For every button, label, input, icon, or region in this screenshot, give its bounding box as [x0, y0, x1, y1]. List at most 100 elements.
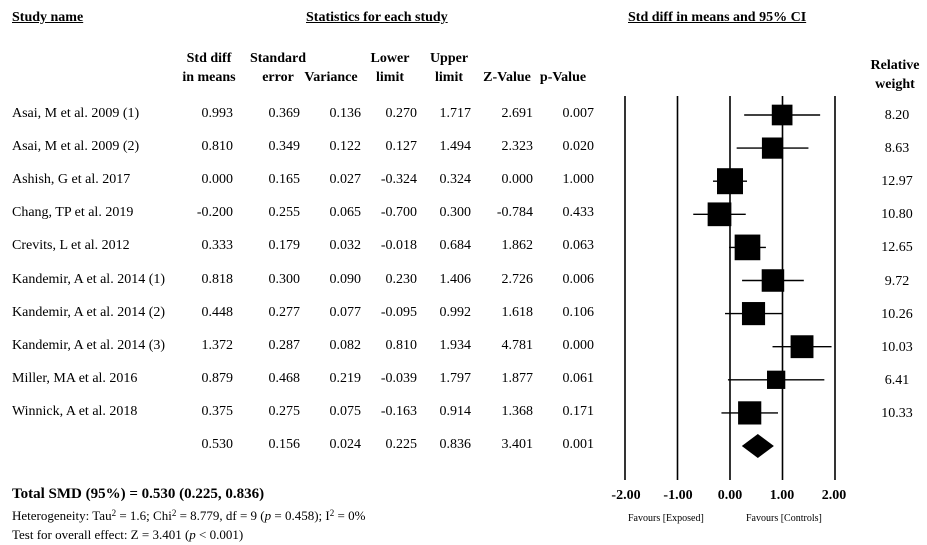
column-header-line2: limit — [435, 70, 463, 85]
table-cell: 0.300 — [268, 271, 301, 287]
tick-label: -1.00 — [663, 488, 693, 503]
summary-cell: 0.156 — [268, 437, 301, 452]
summary-diamond — [741, 434, 774, 458]
column-header: Upper limit — [409, 49, 489, 87]
table-cell: -0.039 — [380, 370, 417, 386]
table-cell: 1.797 — [439, 370, 472, 386]
table-cell: 0.349 — [268, 139, 301, 155]
table-cell: 0.270 — [385, 106, 418, 121]
table-cell: -0.018 — [380, 238, 417, 254]
table-cell: 1.494 — [439, 139, 472, 155]
het-i-exp: 2 — [329, 508, 335, 518]
study-point — [767, 370, 786, 389]
study-name: Kandemir, A et al. 2014 (2) — [12, 304, 166, 320]
table-cell: 0.082 — [329, 337, 362, 353]
study-point — [761, 137, 784, 159]
relative-weight: 10.26 — [881, 306, 913, 322]
table-cell: 0.065 — [329, 205, 362, 221]
table-cell: 0.032 — [329, 238, 362, 254]
table-cell: 0.333 — [201, 238, 234, 254]
table-cell: 0.818 — [201, 271, 234, 287]
table-cell: 0.000 — [501, 172, 534, 188]
table-cell: 0.992 — [439, 304, 472, 320]
table-cell: 0.179 — [268, 238, 301, 254]
table-cell: 0.810 — [385, 337, 418, 353]
table-cell: 4.781 — [501, 337, 534, 353]
table-cell: 0.879 — [201, 370, 234, 386]
table-cell: -0.324 — [380, 172, 417, 188]
weight-header-line2: weight — [875, 77, 915, 92]
table-cell: 0.993 — [201, 106, 234, 121]
summary-cell: 3.401 — [501, 437, 534, 452]
table-cell: 1.934 — [439, 337, 472, 353]
het-df: = 8.779, df = 9 ( — [176, 508, 265, 523]
table-cell: 1.368 — [501, 403, 534, 419]
table-cell: 0.255 — [268, 205, 301, 221]
relative-weight: 9.72 — [884, 273, 910, 289]
table-cell: 0.027 — [329, 172, 362, 188]
summary-cell: 0.001 — [562, 437, 595, 452]
column-header-line1: Upper — [429, 51, 469, 66]
table-cell: 0.219 — [329, 370, 362, 386]
column-header: Lower limit — [350, 49, 430, 87]
table-cell: 0.324 — [439, 172, 472, 188]
study-point — [734, 234, 761, 261]
het-chi-exp: 2 — [171, 508, 177, 518]
column-header-line1: Lower — [370, 51, 410, 66]
test-prefix: Test for overall effect: Z = 3.401 ( — [12, 527, 190, 542]
table-cell: 0.020 — [562, 139, 595, 155]
het-p-val: = 0.458); I — [271, 508, 330, 523]
statistics-header: Statistics for each study — [306, 10, 448, 25]
relative-weight: 10.03 — [881, 339, 913, 355]
table-cell: 0.090 — [329, 271, 362, 287]
study-name: Winnick, A et al. 2018 — [12, 403, 138, 419]
column-header: Z-Value — [467, 49, 547, 87]
column-header-line2: limit — [376, 70, 404, 85]
study-point — [761, 269, 785, 292]
table-cell: 1.862 — [501, 238, 534, 254]
het-tau-exp: 2 — [111, 508, 117, 518]
tick-label: -2.00 — [611, 488, 641, 503]
table-cell: 0.063 — [562, 238, 595, 254]
test-p: p — [189, 527, 196, 542]
study-name: Asai, M et al. 2009 (2) — [12, 139, 140, 155]
overall-effect-line: Test for overall effect: Z = 3.401 (p < … — [12, 527, 243, 543]
table-cell: 0.300 — [439, 205, 472, 221]
summary-cell: 0.836 — [439, 437, 472, 452]
table-cell: 0.077 — [329, 304, 362, 320]
column-header-line2: in means — [182, 70, 236, 85]
favours-right-label: Favours [Controls] — [746, 513, 822, 524]
study-name: Kandemir, A et al. 2014 (3) — [12, 337, 166, 353]
table-cell: 0.000 — [201, 172, 234, 188]
heterogeneity-line: Heterogeneity: Tau2 = 1.6; Chi2 = 8.779,… — [12, 508, 365, 524]
table-cell: -0.784 — [496, 205, 533, 221]
table-cell: 0.684 — [439, 238, 472, 254]
table-cell: -0.200 — [196, 205, 233, 221]
relative-weight: 12.97 — [881, 174, 913, 190]
study-point — [738, 401, 762, 425]
summary-cell: 0.225 — [385, 437, 418, 452]
table-cell: 0.433 — [562, 205, 595, 221]
table-cell: 2.323 — [501, 139, 534, 155]
column-header-line2: p-Value — [539, 70, 587, 85]
column-header: Std diff in means — [169, 49, 249, 87]
study-point — [717, 168, 743, 195]
tick-label: 0.00 — [717, 488, 743, 503]
study-point — [790, 335, 814, 359]
table-cell: 0.106 — [562, 304, 595, 320]
relative-weight-header: Relative weight — [860, 56, 927, 94]
table-cell: 2.726 — [501, 271, 534, 287]
column-header-line2: Variance — [304, 70, 358, 85]
het-p: p — [264, 508, 272, 523]
study-name: Chang, TP et al. 2019 — [12, 205, 134, 221]
relative-weight: 8.20 — [884, 108, 910, 123]
table-cell: 1.877 — [501, 370, 534, 386]
test-p-val: < 0.001) — [195, 527, 244, 542]
study-point — [741, 302, 766, 326]
table-cell: 0.448 — [201, 304, 234, 320]
summary-cell: 0.024 — [329, 437, 362, 452]
relative-weight: 6.41 — [884, 372, 910, 388]
het-mid: = 1.6; Chi — [116, 508, 172, 523]
tick-label: 1.00 — [769, 488, 795, 503]
